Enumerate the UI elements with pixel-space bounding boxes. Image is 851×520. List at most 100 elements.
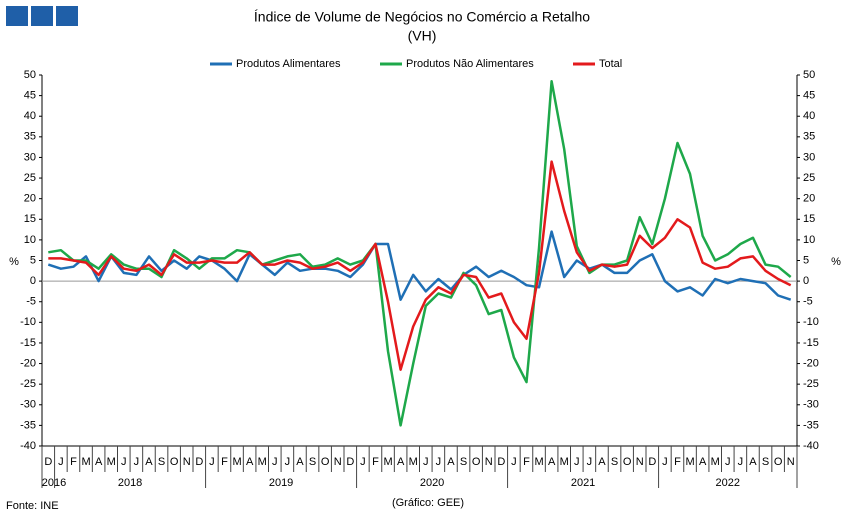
year-label: 2022 xyxy=(716,477,740,489)
x-tick-label: D xyxy=(346,456,354,468)
x-tick-label: M xyxy=(232,456,241,468)
x-tick-label: D xyxy=(648,456,656,468)
year-label: 2016 xyxy=(42,477,66,489)
y-axis-label: % xyxy=(9,256,19,268)
x-tick-label: M xyxy=(685,456,694,468)
x-tick-label: N xyxy=(787,456,795,468)
x-tick-label: J xyxy=(511,456,517,468)
x-tick-label: A xyxy=(749,456,757,468)
y2-tick-label: -5 xyxy=(803,296,813,308)
y2-axis-label: % xyxy=(831,256,841,268)
x-tick-label: M xyxy=(409,456,418,468)
y2-tick-label: -25 xyxy=(803,378,819,390)
y-tick-label: 45 xyxy=(24,90,36,102)
x-tick-label: J xyxy=(662,456,668,468)
chart-subtitle: (VH) xyxy=(408,28,437,44)
chart-title: Índice de Volume de Negócios no Comércio… xyxy=(254,9,590,25)
y-tick-label: 35 xyxy=(24,131,36,143)
year-label: 2019 xyxy=(269,477,293,489)
year-label: 2020 xyxy=(420,477,444,489)
y-tick-label: 10 xyxy=(24,234,36,246)
y-tick-label: -25 xyxy=(20,378,36,390)
y2-tick-label: -40 xyxy=(803,440,819,452)
series-line xyxy=(47,230,792,301)
y-tick-label: -40 xyxy=(20,440,36,452)
x-tick-label: J xyxy=(272,456,278,468)
x-tick-label: M xyxy=(560,456,569,468)
y2-tick-label: -15 xyxy=(803,337,819,349)
series-line xyxy=(48,79,792,427)
y2-tick-label: 35 xyxy=(803,131,815,143)
x-tick-label: S xyxy=(158,456,165,468)
y-tick-label: -5 xyxy=(26,296,36,308)
x-tick-label: O xyxy=(321,456,330,468)
x-tick-label: A xyxy=(699,456,707,468)
x-tick-label: A xyxy=(598,456,606,468)
y-tick-label: -35 xyxy=(20,419,36,431)
y2-tick-label: -35 xyxy=(803,419,819,431)
x-tick-label: M xyxy=(107,456,116,468)
x-tick-label: N xyxy=(334,456,342,468)
x-tick-label: A xyxy=(447,456,455,468)
x-tick-label: J xyxy=(58,456,64,468)
x-tick-label: J xyxy=(725,456,731,468)
x-tick-label: J xyxy=(423,456,429,468)
y2-tick-label: 25 xyxy=(803,172,815,184)
x-tick-label: S xyxy=(762,456,769,468)
x-tick-label: A xyxy=(548,456,556,468)
x-tick-label: M xyxy=(81,456,90,468)
x-tick-label: F xyxy=(221,456,228,468)
y2-tick-label: 0 xyxy=(803,275,809,287)
y-tick-label: 40 xyxy=(24,110,36,122)
x-tick-label: F xyxy=(674,456,681,468)
y-tick-label: 30 xyxy=(24,151,36,163)
y2-tick-label: 50 xyxy=(803,69,815,81)
x-tick-label: D xyxy=(195,456,203,468)
y-tick-label: 5 xyxy=(30,254,36,266)
x-tick-label: A xyxy=(145,456,153,468)
y2-tick-label: 10 xyxy=(803,234,815,246)
x-tick-label: N xyxy=(183,456,191,468)
source: Fonte: INE xyxy=(6,500,59,512)
x-tick-label: A xyxy=(296,456,304,468)
logo-square xyxy=(6,6,28,26)
year-label: 2021 xyxy=(571,477,595,489)
logo-square xyxy=(31,6,53,26)
y2-tick-label: -30 xyxy=(803,399,819,411)
year-label: 2018 xyxy=(118,477,142,489)
y2-tick-label: 15 xyxy=(803,213,815,225)
y-tick-label: -20 xyxy=(20,357,36,369)
x-tick-label: J xyxy=(574,456,580,468)
x-tick-label: S xyxy=(611,456,618,468)
y2-tick-label: 5 xyxy=(803,254,809,266)
y2-tick-label: 40 xyxy=(803,110,815,122)
x-tick-label: N xyxy=(485,456,493,468)
legend-label: Produtos Não Alimentares xyxy=(406,58,534,70)
x-tick-label: J xyxy=(134,456,140,468)
x-tick-label: O xyxy=(170,456,179,468)
y-tick-label: -30 xyxy=(20,399,36,411)
y2-tick-label: -20 xyxy=(803,357,819,369)
x-tick-label: D xyxy=(44,456,52,468)
x-tick-label: A xyxy=(246,456,254,468)
y2-tick-label: -10 xyxy=(803,316,819,328)
y2-tick-label: 45 xyxy=(803,90,815,102)
x-tick-label: M xyxy=(534,456,543,468)
x-tick-label: J xyxy=(436,456,442,468)
y-tick-label: 0 xyxy=(30,275,36,287)
x-tick-label: S xyxy=(309,456,316,468)
x-tick-label: O xyxy=(774,456,783,468)
y-tick-label: 15 xyxy=(24,213,36,225)
x-tick-label: J xyxy=(360,456,366,468)
x-tick-label: J xyxy=(285,456,291,468)
y-tick-label: 25 xyxy=(24,172,36,184)
x-tick-label: M xyxy=(258,456,267,468)
x-tick-label: J xyxy=(738,456,744,468)
x-tick-label: J xyxy=(209,456,215,468)
x-tick-label: J xyxy=(121,456,127,468)
legend-label: Total xyxy=(599,58,622,70)
x-tick-label: F xyxy=(70,456,77,468)
x-tick-label: M xyxy=(383,456,392,468)
